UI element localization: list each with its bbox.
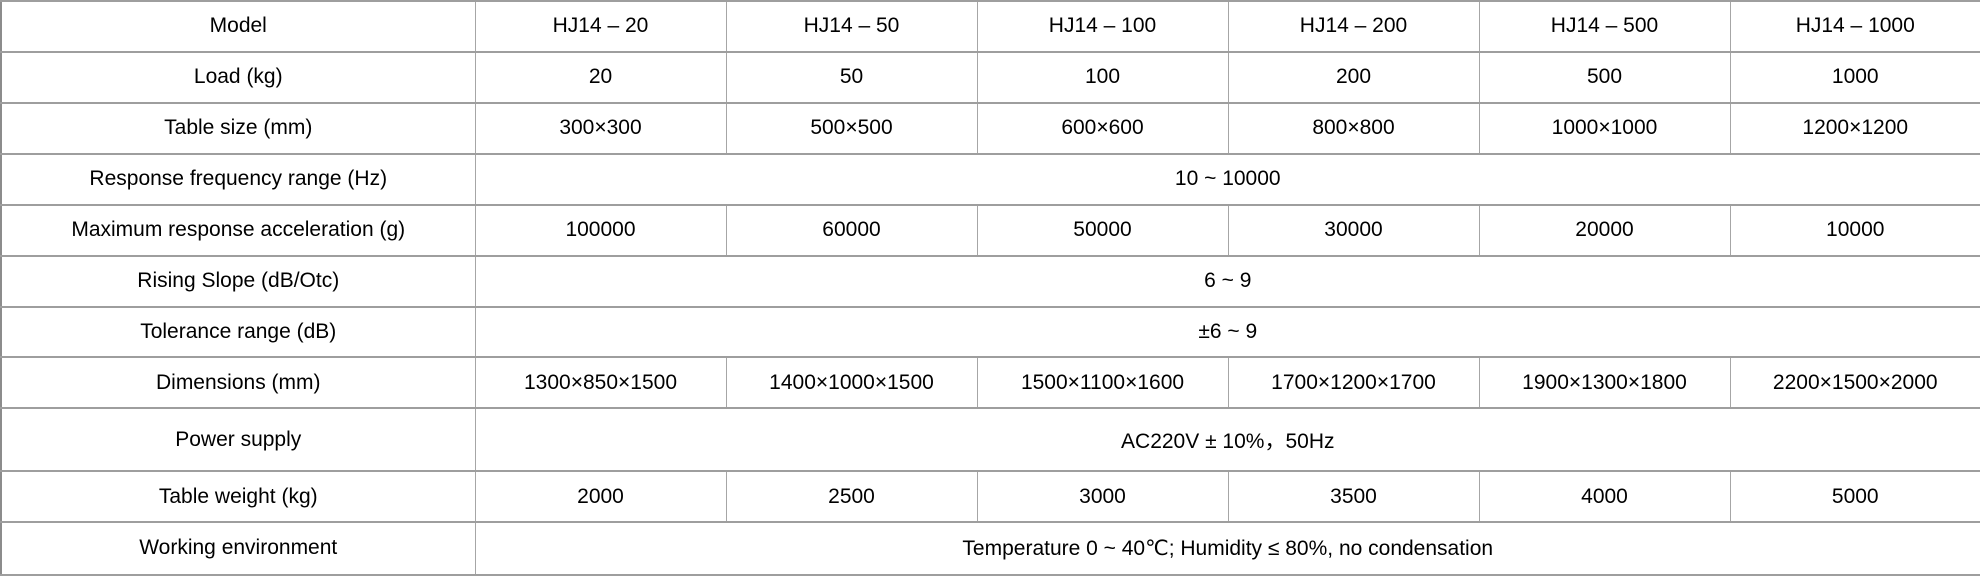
table-row-load: Load (kg) 20 50 100 200 500 1000 bbox=[0, 50, 1980, 104]
table-row-working-environment: Working environment Temperature 0 ~ 40℃;… bbox=[0, 520, 1980, 576]
cell-value: 4000 bbox=[1478, 470, 1731, 523]
row-label-load: Load (kg) bbox=[0, 50, 476, 104]
cell-value: 60000 bbox=[725, 203, 978, 257]
cell-value: 5000 bbox=[1729, 470, 1980, 523]
cell-value: 1400×1000×1500 bbox=[725, 356, 978, 410]
table-row-max-acceleration: Maximum response acceleration (g) 100000… bbox=[0, 203, 1980, 257]
table-row-model: Model HJ14 – 20 HJ14 – 50 HJ14 – 100 HJ1… bbox=[0, 0, 1980, 53]
cell-value: 100 bbox=[976, 50, 1229, 104]
row-label-table-weight: Table weight (kg) bbox=[0, 470, 476, 523]
model-header-cell: HJ14 – 50 bbox=[725, 0, 978, 53]
cell-value: 300×300 bbox=[474, 101, 727, 155]
model-header-cell: HJ14 – 500 bbox=[1478, 0, 1731, 53]
cell-value: 1000 bbox=[1729, 50, 1980, 104]
merged-cell-value: 10 ~ 10000 bbox=[474, 152, 1980, 206]
row-label-table-size: Table size (mm) bbox=[0, 101, 476, 155]
cell-value: 50000 bbox=[976, 203, 1229, 257]
cell-value: 1700×1200×1700 bbox=[1227, 356, 1480, 410]
cell-value: 50 bbox=[725, 50, 978, 104]
row-label-model: Model bbox=[0, 0, 476, 53]
row-label-rising-slope: Rising Slope (dB/Otc) bbox=[0, 254, 476, 308]
row-label-max-acceleration: Maximum response acceleration (g) bbox=[0, 203, 476, 257]
cell-value: 2500 bbox=[725, 470, 978, 523]
merged-cell-value: AC220V ± 10%，50Hz bbox=[474, 407, 1980, 473]
cell-value: 1500×1100×1600 bbox=[976, 356, 1229, 410]
row-label-dimensions: Dimensions (mm) bbox=[0, 356, 476, 410]
cell-value: 3500 bbox=[1227, 470, 1480, 523]
cell-value: 100000 bbox=[474, 203, 727, 257]
model-header-cell: HJ14 – 100 bbox=[976, 0, 1229, 53]
cell-value: 500 bbox=[1478, 50, 1731, 104]
cell-value: 2000 bbox=[474, 470, 727, 523]
cell-value: 3000 bbox=[976, 470, 1229, 523]
cell-value: 800×800 bbox=[1227, 101, 1480, 155]
cell-value: 2200×1500×2000 bbox=[1729, 356, 1980, 410]
table-row-table-size: Table size (mm) 300×300 500×500 600×600 … bbox=[0, 101, 1980, 155]
table-row-frequency-range: Response frequency range (Hz) 10 ~ 10000 bbox=[0, 152, 1980, 206]
cell-value: 1000×1000 bbox=[1478, 101, 1731, 155]
model-header-cell: HJ14 – 20 bbox=[474, 0, 727, 53]
cell-value: 10000 bbox=[1729, 203, 1980, 257]
cell-value: 200 bbox=[1227, 50, 1480, 104]
cell-value: 30000 bbox=[1227, 203, 1480, 257]
table-row-dimensions: Dimensions (mm) 1300×850×1500 1400×1000×… bbox=[0, 356, 1980, 410]
model-header-cell: HJ14 – 1000 bbox=[1729, 0, 1980, 53]
cell-value: 20 bbox=[474, 50, 727, 104]
merged-cell-value: 6 ~ 9 bbox=[474, 254, 1980, 308]
merged-cell-value: ±6 ~ 9 bbox=[474, 305, 1980, 359]
cell-value: 500×500 bbox=[725, 101, 978, 155]
cell-value: 1200×1200 bbox=[1729, 101, 1980, 155]
table-row-power-supply: Power supply AC220V ± 10%，50Hz bbox=[0, 407, 1980, 473]
cell-value: 1300×850×1500 bbox=[474, 356, 727, 410]
row-label-working-environment: Working environment bbox=[0, 520, 476, 576]
cell-value: 600×600 bbox=[976, 101, 1229, 155]
table-row-tolerance-range: Tolerance range (dB) ±6 ~ 9 bbox=[0, 305, 1980, 359]
cell-value: 20000 bbox=[1478, 203, 1731, 257]
cell-value: 1900×1300×1800 bbox=[1478, 356, 1731, 410]
row-label-frequency-range: Response frequency range (Hz) bbox=[0, 152, 476, 206]
table-row-rising-slope: Rising Slope (dB/Otc) 6 ~ 9 bbox=[0, 254, 1980, 308]
row-label-power-supply: Power supply bbox=[0, 407, 476, 473]
merged-cell-value: Temperature 0 ~ 40℃; Humidity ≤ 80%, no … bbox=[474, 520, 1980, 576]
model-header-cell: HJ14 – 200 bbox=[1227, 0, 1480, 53]
table-row-table-weight: Table weight (kg) 2000 2500 3000 3500 40… bbox=[0, 470, 1980, 523]
row-label-tolerance-range: Tolerance range (dB) bbox=[0, 305, 476, 359]
